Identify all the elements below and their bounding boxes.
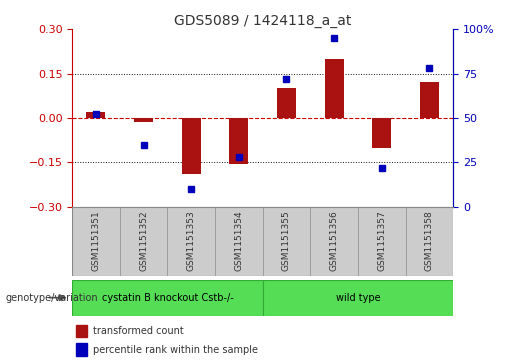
Text: GSM1151356: GSM1151356 <box>330 210 338 271</box>
Text: GSM1151355: GSM1151355 <box>282 210 291 271</box>
Bar <box>263 207 310 276</box>
Bar <box>229 118 248 164</box>
Bar <box>87 112 106 118</box>
Bar <box>277 88 296 118</box>
Bar <box>263 280 453 316</box>
Bar <box>324 59 344 118</box>
Text: GSM1151358: GSM1151358 <box>425 210 434 271</box>
Title: GDS5089 / 1424118_a_at: GDS5089 / 1424118_a_at <box>174 14 351 28</box>
Text: GSM1151352: GSM1151352 <box>139 210 148 271</box>
Bar <box>405 207 453 276</box>
Text: GSM1151354: GSM1151354 <box>234 210 243 271</box>
Bar <box>310 207 358 276</box>
Text: GSM1151351: GSM1151351 <box>92 210 100 271</box>
Bar <box>182 118 201 174</box>
Bar <box>167 207 215 276</box>
Bar <box>372 118 391 148</box>
Text: wild type: wild type <box>336 293 380 303</box>
Bar <box>358 207 405 276</box>
Bar <box>72 280 263 316</box>
Bar <box>134 118 153 122</box>
Bar <box>420 82 439 118</box>
Text: GSM1151353: GSM1151353 <box>187 210 196 271</box>
Text: percentile rank within the sample: percentile rank within the sample <box>93 345 258 355</box>
Bar <box>76 325 87 338</box>
Bar <box>76 343 87 356</box>
Bar <box>72 207 119 276</box>
Bar <box>119 207 167 276</box>
Text: transformed count: transformed count <box>93 326 184 336</box>
Text: cystatin B knockout Cstb-/-: cystatin B knockout Cstb-/- <box>101 293 233 303</box>
Text: GSM1151357: GSM1151357 <box>377 210 386 271</box>
Text: genotype/variation: genotype/variation <box>5 293 98 303</box>
Bar <box>215 207 263 276</box>
